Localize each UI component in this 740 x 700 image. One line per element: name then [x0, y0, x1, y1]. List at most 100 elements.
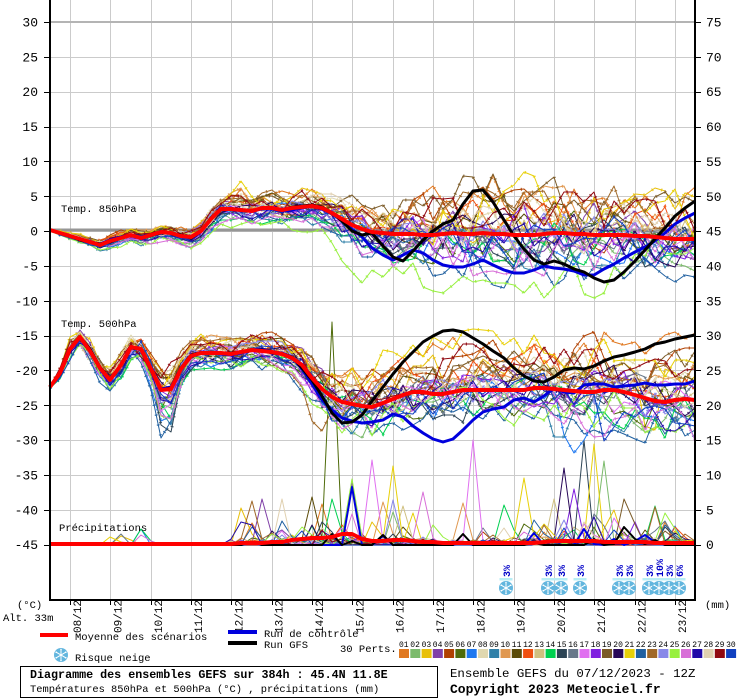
svg-text:16: 16 — [568, 641, 578, 650]
svg-text:09/12: 09/12 — [114, 600, 126, 633]
svg-text:23/12: 23/12 — [678, 600, 690, 633]
svg-text:04: 04 — [433, 641, 443, 650]
svg-text:27: 27 — [692, 641, 702, 650]
svg-text:Temp. 500hPa: Temp. 500hPa — [61, 319, 137, 331]
svg-text:30 Perts.: 30 Perts. — [340, 644, 397, 656]
svg-text:22/12: 22/12 — [638, 600, 650, 633]
svg-text:25: 25 — [706, 364, 722, 379]
svg-text:0: 0 — [30, 225, 38, 240]
svg-text:Diagramme des ensembles GEFS s: Diagramme des ensembles GEFS sur 384h : … — [30, 668, 388, 682]
svg-text:21: 21 — [625, 641, 635, 650]
svg-text:30: 30 — [726, 641, 736, 650]
svg-text:-10: -10 — [15, 294, 38, 309]
svg-text:3%: 3% — [545, 565, 556, 577]
svg-text:5: 5 — [706, 503, 714, 518]
svg-text:3%: 3% — [616, 565, 627, 577]
svg-text:19: 19 — [602, 641, 612, 650]
svg-text:15: 15 — [557, 641, 567, 650]
svg-text:30: 30 — [22, 16, 38, 31]
svg-text:5: 5 — [30, 190, 38, 205]
svg-text:16/12: 16/12 — [396, 600, 408, 633]
svg-text:26: 26 — [681, 641, 691, 650]
svg-text:15: 15 — [706, 434, 722, 449]
svg-text:Copyright 2023 Meteociel.fr: Copyright 2023 Meteociel.fr — [450, 682, 661, 697]
svg-text:40: 40 — [706, 260, 722, 275]
svg-text:25: 25 — [22, 50, 38, 65]
svg-text:17/12: 17/12 — [436, 600, 448, 633]
svg-text:3%: 3% — [646, 565, 657, 577]
svg-text:24: 24 — [658, 641, 668, 650]
svg-text:20/12: 20/12 — [557, 600, 569, 633]
svg-text:20: 20 — [22, 85, 38, 100]
svg-text:35: 35 — [706, 294, 722, 309]
svg-text:28: 28 — [704, 641, 714, 650]
svg-text:3%: 3% — [558, 565, 569, 577]
svg-text:20: 20 — [706, 399, 722, 414]
svg-text:75: 75 — [706, 16, 722, 31]
svg-text:-15: -15 — [15, 329, 38, 344]
svg-text:(mm): (mm) — [705, 600, 730, 612]
svg-text:17: 17 — [580, 641, 590, 650]
svg-text:-30: -30 — [15, 434, 38, 449]
svg-text:05: 05 — [444, 641, 454, 650]
svg-text:10: 10 — [22, 155, 38, 170]
svg-text:-40: -40 — [15, 503, 38, 518]
svg-text:01: 01 — [399, 641, 409, 650]
svg-text:14: 14 — [546, 641, 556, 650]
svg-text:12/12: 12/12 — [234, 600, 246, 633]
svg-text:25: 25 — [670, 641, 680, 650]
svg-text:20: 20 — [613, 641, 623, 650]
svg-text:-20: -20 — [15, 364, 38, 379]
svg-text:21/12: 21/12 — [597, 600, 609, 633]
svg-text:07: 07 — [467, 641, 477, 650]
svg-text:70: 70 — [706, 50, 722, 65]
svg-text:-5: -5 — [22, 260, 38, 275]
svg-text:-35: -35 — [15, 469, 38, 484]
svg-text:14/12: 14/12 — [315, 600, 327, 633]
svg-text:18: 18 — [591, 641, 601, 650]
svg-text:Moyenne des scénarios: Moyenne des scénarios — [75, 632, 207, 644]
svg-text:08/12: 08/12 — [73, 600, 85, 633]
svg-text:19/12: 19/12 — [517, 600, 529, 633]
svg-text:29: 29 — [715, 641, 725, 650]
svg-text:3%: 3% — [577, 565, 588, 577]
svg-text:(°C): (°C) — [17, 600, 42, 612]
svg-text:15/12: 15/12 — [355, 600, 367, 633]
svg-text:50: 50 — [706, 190, 722, 205]
svg-text:13/12: 13/12 — [275, 600, 287, 633]
svg-text:3%: 3% — [503, 565, 514, 577]
svg-text:06: 06 — [455, 641, 465, 650]
svg-text:-45: -45 — [15, 538, 38, 553]
svg-text:60: 60 — [706, 120, 722, 135]
svg-text:08: 08 — [478, 641, 488, 650]
svg-text:Températures 850hPa et 500hPa: Températures 850hPa et 500hPa (°C) , pré… — [30, 684, 379, 696]
svg-text:15: 15 — [22, 120, 38, 135]
svg-text:11/12: 11/12 — [194, 600, 206, 633]
svg-text:09: 09 — [489, 641, 499, 650]
svg-text:10%: 10% — [656, 559, 667, 577]
svg-text:23: 23 — [647, 641, 657, 650]
svg-text:03: 03 — [422, 641, 432, 650]
svg-text:11: 11 — [512, 641, 522, 650]
svg-text:65: 65 — [706, 85, 722, 100]
svg-text:Précipitations: Précipitations — [59, 523, 147, 535]
svg-text:22: 22 — [636, 641, 646, 650]
svg-text:0: 0 — [706, 538, 714, 553]
svg-text:02: 02 — [410, 641, 420, 650]
svg-text:Alt. 33m: Alt. 33m — [3, 613, 53, 625]
svg-text:Temp. 850hPa: Temp. 850hPa — [61, 204, 137, 216]
svg-text:3%: 3% — [626, 565, 637, 577]
svg-text:-25: -25 — [15, 399, 38, 414]
svg-text:18/12: 18/12 — [476, 600, 488, 633]
svg-text:Run GFS: Run GFS — [264, 640, 308, 652]
svg-text:10: 10 — [706, 469, 722, 484]
svg-text:3%: 3% — [666, 565, 677, 577]
svg-text:30: 30 — [706, 329, 722, 344]
svg-text:Ensemble GEFS du 07/12/2023 -: Ensemble GEFS du 07/12/2023 - 12Z — [450, 667, 695, 681]
svg-text:45: 45 — [706, 225, 722, 240]
svg-text:Run de contrôle: Run de contrôle — [264, 629, 359, 641]
svg-text:12: 12 — [523, 641, 533, 650]
svg-text:10/12: 10/12 — [154, 600, 166, 633]
svg-text:Risque neige: Risque neige — [75, 653, 151, 665]
svg-text:6%: 6% — [676, 565, 687, 577]
